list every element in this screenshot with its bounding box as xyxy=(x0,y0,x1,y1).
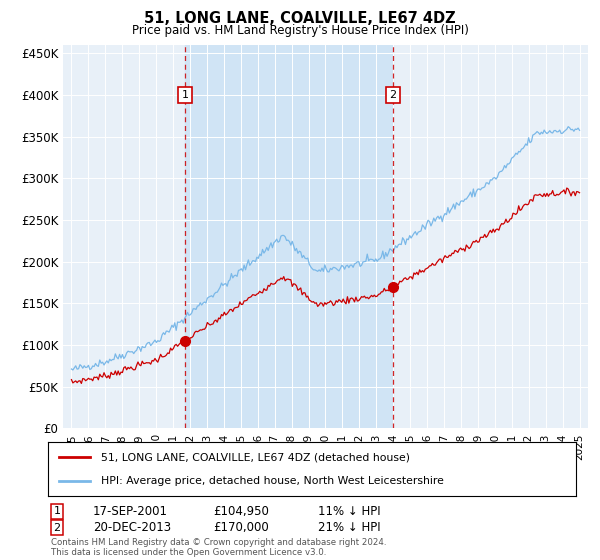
Text: 2: 2 xyxy=(53,522,61,533)
Text: Contains HM Land Registry data © Crown copyright and database right 2024.
This d: Contains HM Land Registry data © Crown c… xyxy=(51,538,386,557)
Text: 1: 1 xyxy=(53,506,61,516)
Text: 11% ↓ HPI: 11% ↓ HPI xyxy=(318,505,380,518)
Text: 20-DEC-2013: 20-DEC-2013 xyxy=(93,521,171,534)
Text: HPI: Average price, detached house, North West Leicestershire: HPI: Average price, detached house, Nort… xyxy=(101,475,443,486)
Text: 21% ↓ HPI: 21% ↓ HPI xyxy=(318,521,380,534)
Text: £170,000: £170,000 xyxy=(213,521,269,534)
Text: 1: 1 xyxy=(182,90,189,100)
Text: 2: 2 xyxy=(389,90,396,100)
Text: Price paid vs. HM Land Registry's House Price Index (HPI): Price paid vs. HM Land Registry's House … xyxy=(131,24,469,36)
Bar xyxy=(185,45,393,428)
Text: 17-SEP-2001: 17-SEP-2001 xyxy=(93,505,168,518)
Text: 51, LONG LANE, COALVILLE, LE67 4DZ: 51, LONG LANE, COALVILLE, LE67 4DZ xyxy=(144,11,456,26)
Text: 51, LONG LANE, COALVILLE, LE67 4DZ (detached house): 51, LONG LANE, COALVILLE, LE67 4DZ (deta… xyxy=(101,452,410,463)
Text: £104,950: £104,950 xyxy=(213,505,269,518)
